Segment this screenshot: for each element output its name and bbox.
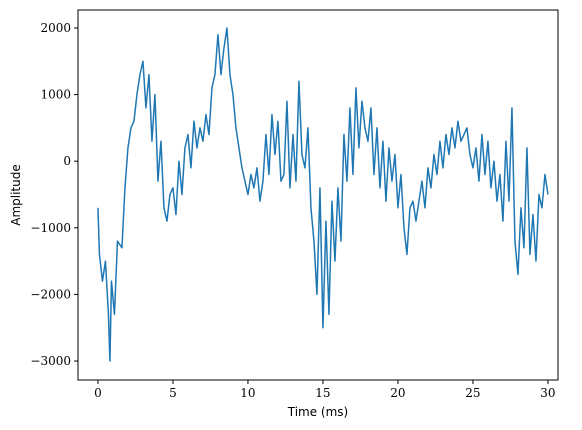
x-tick-label: 5 xyxy=(169,386,177,400)
x-tick-label: 30 xyxy=(540,386,555,400)
y-tick-label: 1000 xyxy=(40,88,71,102)
y-tick-label: 2000 xyxy=(40,21,71,35)
x-tick-label: 10 xyxy=(240,386,255,400)
y-axis-label: Amplitude xyxy=(9,164,23,226)
y-tick-label: −2000 xyxy=(30,287,71,301)
x-tick-label: 25 xyxy=(465,386,480,400)
signal-line xyxy=(97,27,549,362)
y-tick-label: −3000 xyxy=(30,354,71,368)
x-tick-label: 20 xyxy=(390,386,405,400)
x-tick-label: 0 xyxy=(94,386,102,400)
y-tick-label: 0 xyxy=(63,154,71,168)
plot-frame xyxy=(77,9,559,381)
y-tick-label: −1000 xyxy=(30,221,71,235)
x-axis-label: Time (ms) xyxy=(287,405,349,419)
x-tick-label: 15 xyxy=(315,386,330,400)
